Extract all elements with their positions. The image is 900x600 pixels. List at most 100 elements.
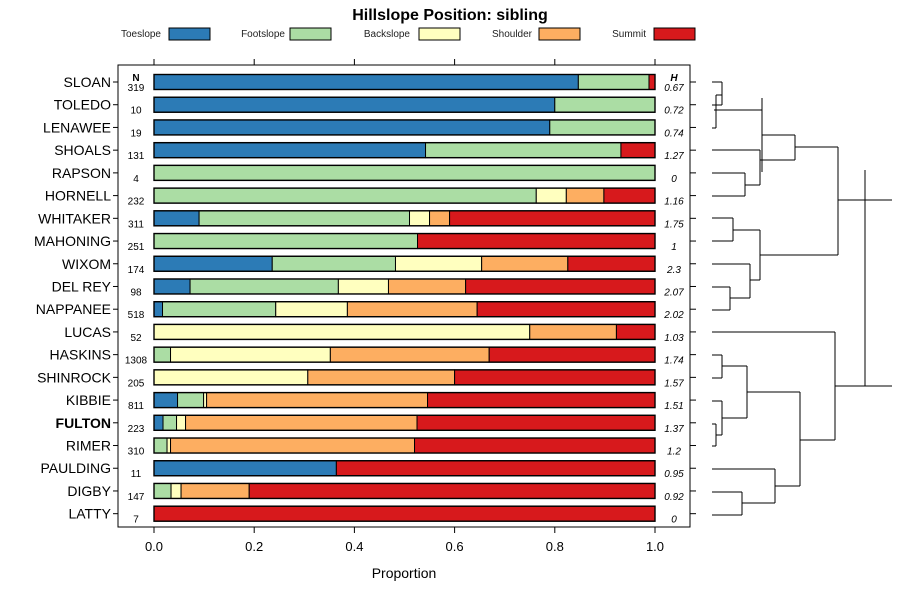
h-value: 1 [671,242,677,253]
n-value: 232 [128,197,145,208]
bar-segment-summit [335,460,656,477]
dendro-link [712,400,723,447]
bar-segment-footslope [153,233,419,250]
bar-segment-footslope [153,187,537,204]
bar-segment-footslope [554,96,656,113]
dendrogram [712,81,892,516]
bar-segment-summit [449,210,656,227]
row-rimer: RIMER 310 1.2 [66,437,696,458]
bar-segment-toeslope [153,414,164,431]
bar-segment-shoulder [346,301,478,318]
bar-segment-footslope [162,301,277,318]
bar-outline [153,460,656,477]
row-label: DIGBY [67,483,111,499]
dendro-link [712,81,723,129]
h-value: 0.95 [664,469,684,480]
n-value: 19 [130,128,142,139]
h-value: 1.2 [667,447,681,458]
bar-segment-summit [248,482,656,499]
dendro-link [750,230,838,281]
n-value: 1308 [125,356,148,367]
bar-segment-shoulder [529,323,617,340]
dendro-link [714,98,763,172]
dendro-link [712,354,747,379]
dendro-link [712,263,751,311]
row-wixom: WIXOM 174 2.3 [62,255,696,276]
bar-segment-toeslope [153,142,427,159]
h-value: 0.74 [664,128,684,139]
bar-segment-backslope [409,210,431,227]
row-label: PAULDING [40,460,111,476]
legend: Toeslope Footslope Backslope Shoulder Summit [121,27,696,41]
row-label: SHINROCK [37,369,112,385]
legend-label-summit: Summit [612,29,646,40]
dendro-link [712,331,836,441]
row-lucas: LUCAS 52 1.03 [64,323,696,344]
bar-segment-backslope [153,323,531,340]
bar-outline [153,301,656,318]
dendro-link [795,146,865,255]
row-label: NAPPANEE [36,301,111,317]
row-label: DEL REY [52,278,112,294]
legend-swatch-shoulder [538,27,581,41]
n-value: 205 [128,378,145,389]
x-tick-label: 0.8 [546,539,564,554]
bar-outline [153,210,656,227]
legend-label-shoulder: Shoulder [492,29,533,40]
row-nappanee: NAPPANEE 518 2.02 [36,301,696,321]
bar-segment-footslope [549,119,656,136]
bar-segment-shoulder [185,414,418,431]
bar-outline [153,119,656,136]
h-value: 1.03 [664,333,684,344]
row-rapson: RAPSON 4 0 [52,164,696,185]
bar-segment-summit [414,437,656,454]
h-value: 1.57 [664,378,684,389]
h-value: 1.16 [664,197,684,208]
row-label: WIXOM [62,256,111,272]
bar-outline [153,164,656,182]
legend-swatch-toeslope [168,27,211,41]
bar-segment-toeslope [153,392,179,409]
n-value: 311 [128,219,144,230]
dendro-link [775,391,801,487]
row-digby: DIGBY 147 0.92 [67,482,696,503]
bar-segment-summit [603,187,656,204]
n-value: 174 [128,265,145,276]
legend-label-backslope: Backslope [364,29,411,40]
n-value: 223 [128,424,145,435]
row-label: TOLEDO [54,97,111,113]
n-value: 10 [130,106,142,117]
bar-outline [153,391,656,409]
legend-swatch-footslope [289,27,332,41]
bar-segment-toeslope [153,301,164,318]
legend-swatch-summit [653,27,696,41]
bar-segment-footslope [198,210,411,227]
bar-segment-shoulder [387,278,467,295]
row-toledo: TOLEDO 10 0.72 [54,96,696,117]
h-value: 0.72 [664,106,684,117]
dendro-link [712,217,760,242]
bar-segment-backslope [170,346,331,363]
n-value: 811 [128,401,144,412]
n-value: 147 [128,492,145,503]
row-whitaker: WHITAKER 311 1.75 [38,210,696,230]
dendro-link [712,468,776,516]
bar-segment-summit [153,505,656,522]
n-value: 131 [128,151,145,162]
x-tick-label: 0.2 [245,539,263,554]
bar-segment-backslope [153,369,309,386]
bar-segment-shoulder [170,437,416,454]
bar-segment-shoulder [307,369,456,386]
bar-segment-toeslope [153,119,551,136]
row-latty: LATTY 7 0 [68,505,696,526]
bar-outline [153,255,656,272]
n-value: 518 [128,310,145,321]
bar-segment-backslope [275,301,348,318]
row-del-rey: DEL REY 98 2.07 [52,278,696,298]
h-value: 2.3 [666,265,681,276]
bar-outline [153,73,656,91]
x-tick-label: 0.4 [345,539,363,554]
h-header: H [670,73,678,84]
h-value: 2.07 [663,287,684,298]
bar-outline [153,437,656,454]
